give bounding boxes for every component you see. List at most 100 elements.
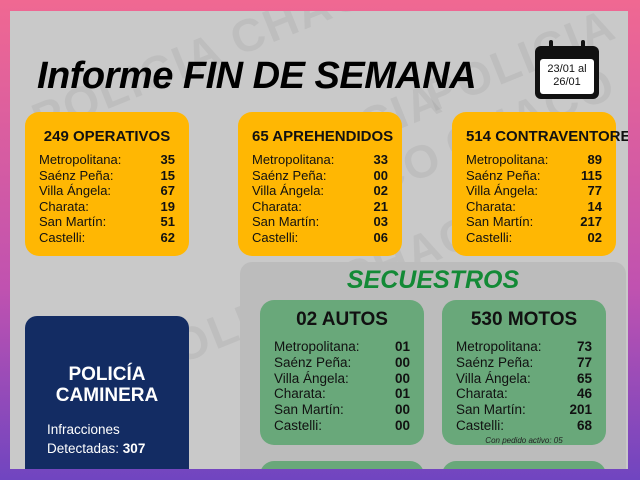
list-item: Charata: 21 xyxy=(252,199,388,215)
list-item: Metropolitana: 89 xyxy=(466,152,602,168)
region-label: San Martín: xyxy=(252,214,320,230)
region-label: Castelli: xyxy=(39,229,86,245)
region-value: 19 xyxy=(160,198,175,214)
list-item: Metropolitana: 01 xyxy=(274,339,410,355)
region-value: 00 xyxy=(394,402,410,418)
secuestros-title: SECUESTROS xyxy=(346,266,520,294)
region-value: 00 xyxy=(394,370,410,386)
region-label: Charata: xyxy=(274,386,326,402)
region-value: 67 xyxy=(160,183,175,199)
list-item: Villa Ángela: 77 xyxy=(466,183,602,199)
list-item: San Martín: 51 xyxy=(39,214,175,230)
region-label: Villa Ángela: xyxy=(466,183,539,199)
card-title: 02 AUTOS xyxy=(296,309,388,330)
list-item: Metropolitana: 73 xyxy=(456,339,592,355)
region-label: Saénz Peña: xyxy=(456,354,534,370)
secuestros-panel: SECUESTROS 02 AUTOS Metropolitana: 01 Saénz… xyxy=(240,262,626,469)
list-item: Villa Ángela: 00 xyxy=(274,371,410,387)
region-value: 46 xyxy=(576,386,592,402)
region-value: 217 xyxy=(580,214,602,230)
region-label: Metropolitana: xyxy=(39,152,122,167)
list-item: Charata: 01 xyxy=(274,386,410,402)
region-value: 65 xyxy=(576,370,592,386)
region-label: Charata: xyxy=(466,198,516,214)
region-value: 68 xyxy=(576,417,592,433)
region-value: 00 xyxy=(394,354,410,370)
list-item: Villa Ángela: 02 xyxy=(252,183,388,199)
region-value: 01 xyxy=(394,339,410,354)
card-title: 249 OPERATIVOS xyxy=(43,128,171,145)
region-value: 51 xyxy=(160,214,175,230)
region-label: Saénz Peña: xyxy=(274,354,352,370)
region-label: San Martín: xyxy=(456,402,526,418)
list-item: Charata: 19 xyxy=(39,199,175,215)
region-label: San Martín: xyxy=(466,214,534,230)
region-label: Metropolitana: xyxy=(274,339,360,354)
region-label: Metropolitana: xyxy=(252,152,335,167)
region-label: San Martín: xyxy=(39,214,107,230)
list-item: Saénz Peña: 77 xyxy=(456,355,592,371)
infracciones-text: Infracciones Detectadas: 307 xyxy=(47,422,146,456)
list-item: Castelli: 62 xyxy=(39,230,175,246)
secuestros-card xyxy=(260,461,424,469)
region-label: Castelli: xyxy=(252,229,299,245)
region-value: 00 xyxy=(394,417,410,433)
date-end: 26/01 xyxy=(553,76,581,88)
region-label: Charata: xyxy=(456,386,508,402)
region-label: Villa Ángela: xyxy=(252,183,325,199)
region-label: Villa Ángela: xyxy=(456,370,531,386)
list-item: Metropolitana: 33 xyxy=(252,152,388,168)
secuestros-card xyxy=(442,461,606,469)
list-item: Saénz Peña: 15 xyxy=(39,168,175,184)
region-value: 77 xyxy=(576,354,592,370)
region-label: Charata: xyxy=(252,198,302,214)
infographic: POLICIA CHACO POLICIA CHACO POLICIA CHAC… xyxy=(10,11,628,469)
page-title: Informe FIN DE SEMANA xyxy=(37,55,477,97)
region-value: 73 xyxy=(576,339,592,354)
region-label: Metropolitana: xyxy=(456,339,542,354)
region-value: 01 xyxy=(394,386,410,402)
card-title: 514 CONTRAVENTORES xyxy=(466,128,628,145)
list-item: Villa Ángela: 65 xyxy=(456,371,592,387)
region-value: 62 xyxy=(160,229,175,245)
card-title: 530 MOTOS xyxy=(470,309,578,330)
region-value: 14 xyxy=(587,198,602,214)
list-item: Metropolitana: 35 xyxy=(39,152,175,168)
region-label: Metropolitana: xyxy=(466,152,549,167)
caminera-title: POLICÍA CAMINERA xyxy=(55,364,159,406)
region-value: 35 xyxy=(160,152,175,167)
region-value: 15 xyxy=(160,167,175,183)
list-item: San Martín: 201 xyxy=(456,402,592,418)
list-item: Castelli: 06 xyxy=(252,230,388,246)
region-label: San Martín: xyxy=(274,402,344,418)
policia-caminera-card: POLICÍA CAMINERA Infracciones Detectadas: … xyxy=(25,316,189,469)
region-label: Villa Ángela: xyxy=(39,183,112,199)
stat-card: 65 APREHENDIDOS Metropolitana: 33 Saénz Peñ… xyxy=(238,112,402,256)
list-item: Saénz Peña: 00 xyxy=(274,355,410,371)
region-value: 06 xyxy=(373,229,388,245)
list-item: Castelli: 02 xyxy=(466,230,602,246)
region-value: 03 xyxy=(373,214,388,230)
stat-card: 249 OPERATIVOS Metropolitana: 35 Saénz Peña… xyxy=(25,112,189,256)
region-label: Castelli: xyxy=(274,417,323,433)
region-value: 77 xyxy=(587,183,602,199)
region-label: Castelli: xyxy=(456,417,505,433)
region-value: 02 xyxy=(373,183,388,199)
card-note: Con pedido activo: 05 xyxy=(485,435,563,445)
list-item: Charata: 14 xyxy=(466,199,602,215)
region-value: 115 xyxy=(581,167,602,183)
list-item: San Martín: 00 xyxy=(274,402,410,418)
region-value: 201 xyxy=(569,402,592,418)
list-item: Saénz Peña: 115 xyxy=(466,168,602,184)
region-value: 89 xyxy=(587,152,602,167)
list-item: Castelli: 00 xyxy=(274,418,410,434)
region-value: 02 xyxy=(587,229,602,245)
list-item: Villa Ángela: 67 xyxy=(39,183,175,199)
region-value: 00 xyxy=(373,167,388,183)
region-label: Villa Ángela: xyxy=(274,370,349,386)
region-label: Saénz Peña: xyxy=(252,167,327,183)
list-item: Castelli: 68 xyxy=(456,418,592,434)
region-label: Castelli: xyxy=(466,229,513,245)
calendar-icon: 23/01 al 26/01 xyxy=(535,40,599,99)
list-item: Saénz Peña: 00 xyxy=(252,168,388,184)
